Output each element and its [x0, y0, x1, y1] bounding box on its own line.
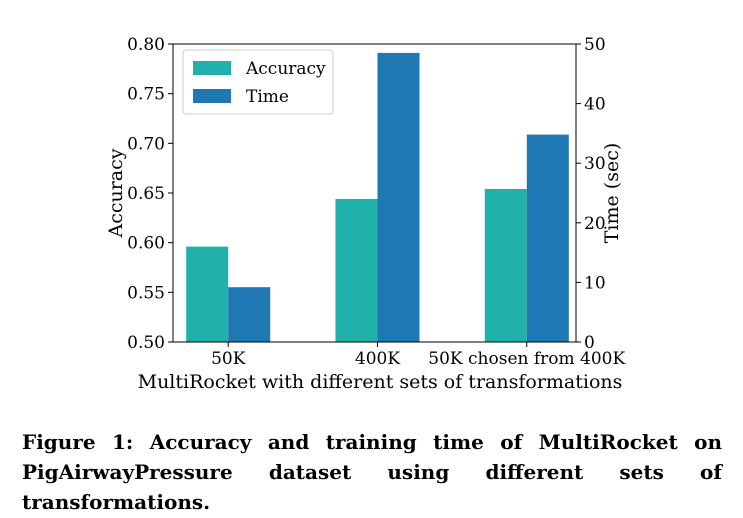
y-tick-label-left-7: 0.80 — [127, 35, 165, 55]
y-tick-label-right-3: 20 — [584, 214, 606, 234]
bar-time-2 — [377, 52, 420, 343]
x-axis-label: MultiRocket with different sets of trans… — [138, 371, 623, 393]
figure-caption: Figure 1: Accuracy and training time of … — [22, 430, 722, 514]
y-tick-label-right-2: 10 — [584, 273, 606, 293]
bar-time-1 — [228, 287, 271, 342]
y-tick-label-left-5: 0.70 — [127, 134, 165, 154]
legend-label-accuracy: Accuracy — [245, 59, 326, 79]
legend: Accuracy Time — [182, 49, 334, 115]
y-tick-label-right-6: 50 — [584, 35, 606, 55]
x-tick-label-2: 400K — [355, 349, 400, 369]
y-tick-label-left-2: 0.55 — [127, 283, 165, 303]
legend-swatch-accuracy — [193, 61, 231, 75]
y-tick-label-left-1: 0.50 — [127, 333, 165, 353]
x-tick-label-3: 50K chosen from 400K — [428, 349, 625, 369]
y-axis-label-right: Time (sec) — [601, 143, 623, 244]
y-tick-label-right-1: 0 — [584, 333, 595, 353]
bar-accuracy-1 — [186, 246, 229, 342]
dual-axis-bar-chart: 0.50 0.55 0.60 0.65 0.70 0.75 0.80 0 10 20 30 40 50… — [105, 35, 626, 393]
legend-label-time: Time — [246, 87, 289, 107]
bar-time-3 — [526, 134, 569, 342]
y-tick-label-right-4: 30 — [584, 154, 606, 174]
legend-swatch-time — [193, 89, 231, 103]
bar-accuracy-2 — [335, 199, 378, 342]
y-tick-label-right-5: 40 — [584, 95, 606, 115]
y-tick-label-left-4: 0.65 — [127, 184, 165, 204]
x-tick-label-1: 50K — [211, 349, 246, 369]
y-axis-label-left: Accuracy — [105, 148, 127, 238]
y-tick-label-left-6: 0.75 — [127, 85, 165, 105]
y-tick-label-left-3: 0.60 — [127, 234, 165, 254]
bar-accuracy-3 — [484, 189, 527, 342]
